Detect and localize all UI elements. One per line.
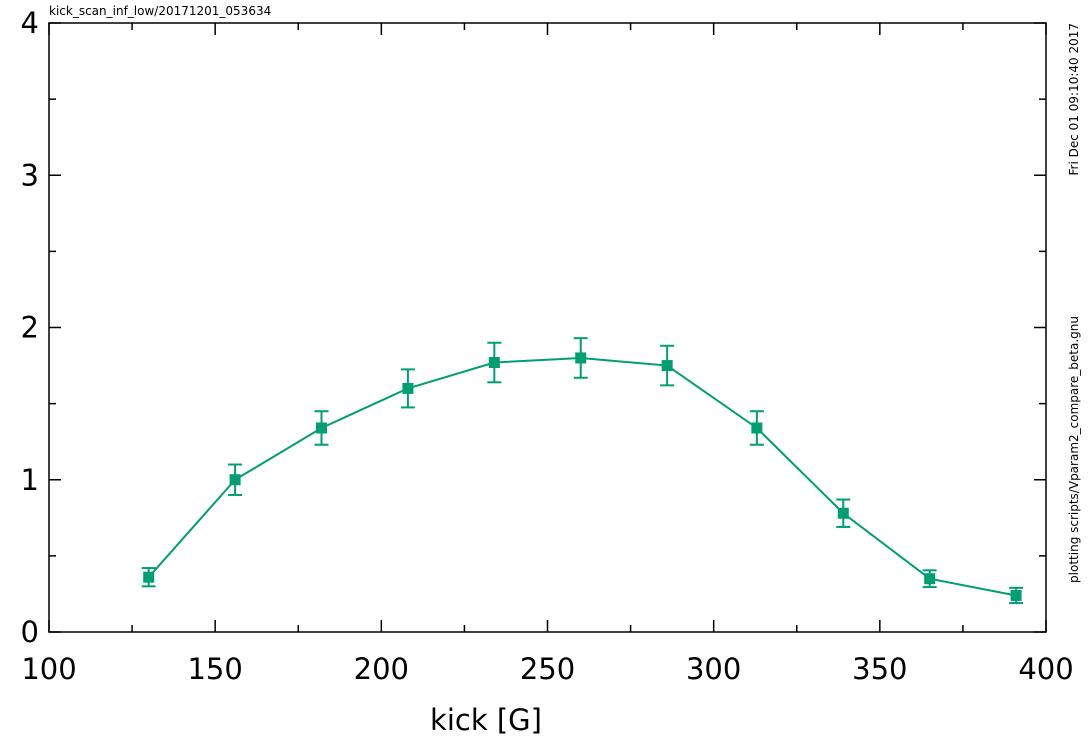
- y-tick-label: 4: [21, 6, 39, 40]
- x-tick-label: 300: [686, 652, 741, 686]
- data-point: [661, 360, 673, 372]
- series-line: [147, 356, 1017, 597]
- data-point: [751, 422, 763, 434]
- data-point: [488, 357, 500, 369]
- data-point: [1010, 589, 1022, 601]
- data-point: [402, 382, 414, 394]
- x-axis-label: kick [G]: [430, 703, 542, 737]
- data-point: [837, 507, 849, 519]
- data-point: [143, 571, 155, 583]
- x-tick-label: 150: [187, 652, 242, 686]
- data-point: [924, 573, 936, 585]
- script-annotation: plotting scripts/Vparam2_compare_beta.gn…: [1067, 316, 1081, 583]
- chart-title: kick_scan_inf_low/20171201_053634: [49, 4, 271, 18]
- x-tick-label: 200: [354, 652, 409, 686]
- labels-layer: 100 150 200 250 300 350 400 0 1 2 3 4: [21, 6, 1074, 686]
- plot-frame: [48, 22, 1047, 633]
- x-tick-label: 250: [520, 652, 575, 686]
- data-point: [575, 352, 587, 364]
- y-tick-label: 3: [21, 158, 39, 192]
- x-tick-label: 350: [852, 652, 907, 686]
- x-tick-label: 400: [1018, 652, 1073, 686]
- data-point: [229, 474, 241, 486]
- y-tick-label: 0: [21, 615, 39, 649]
- data-point: [316, 422, 328, 434]
- y-tick-label: 2: [21, 311, 39, 345]
- series-layer: [141, 337, 1024, 605]
- y-tick-label: 1: [21, 463, 39, 497]
- date-annotation: Fri Dec 01 09:10:40 2017: [1067, 23, 1081, 175]
- x-tick-label: 100: [21, 652, 76, 686]
- ticks-layer: [48, 22, 1047, 633]
